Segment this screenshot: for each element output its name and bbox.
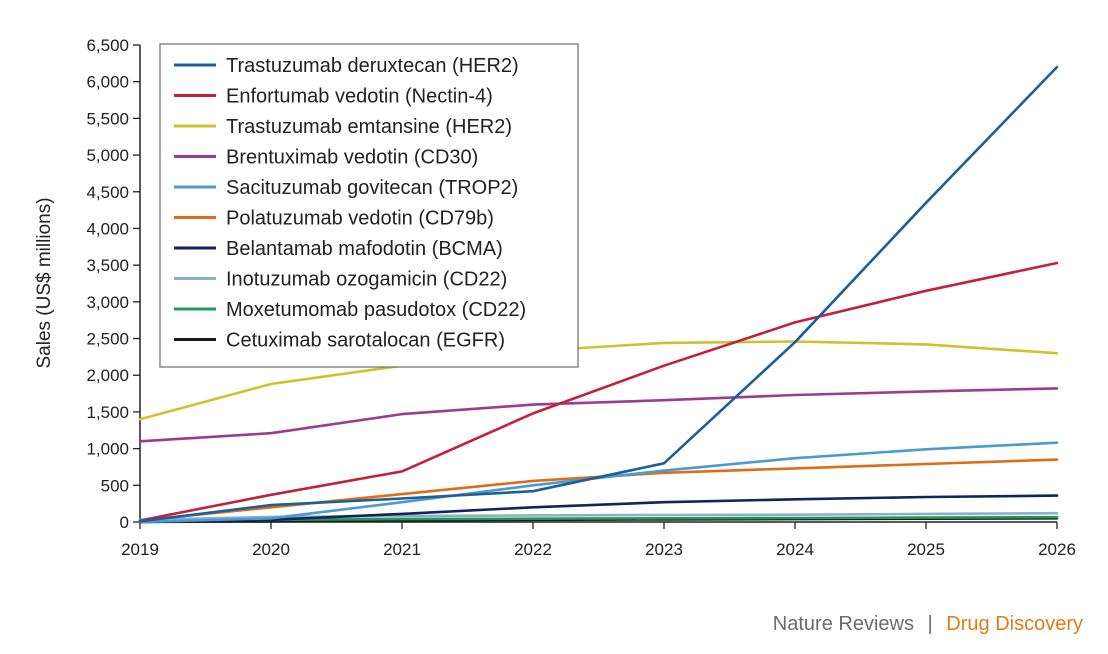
axes: 0 500 1,000 1,500 2,000 2,500 3,000 3,500 4,000 4… <box>86 36 1075 559</box>
credit-line: Nature Reviews | Drug Discovery <box>773 613 1083 635</box>
x-tick-label: 2021 <box>383 540 421 559</box>
credit-separator: | <box>928 613 933 635</box>
credit-publisher: Nature Reviews <box>773 613 914 635</box>
legend: Trastuzumab deruxtecan (HER2) Enfortumab … <box>159 43 579 368</box>
legend-label: Trastuzumab emtansine (HER2) <box>226 116 512 138</box>
y-tick-label: 3,000 <box>86 293 129 312</box>
legend-label: Belantamab mafodotin (BCMA) <box>226 238 503 260</box>
legend-label: Moxetumomab pasudotox (CD22) <box>226 299 526 321</box>
y-tick-label: 4,000 <box>86 219 129 238</box>
legend-label: Inotuzumab ozogamicin (CD22) <box>226 269 507 291</box>
legend-box <box>159 43 579 368</box>
series-line-enfortumab-vedotin-nectin-4 <box>138 261 1059 522</box>
credit-journal: Drug Discovery <box>946 613 1083 635</box>
x-tick-label: 2025 <box>907 540 945 559</box>
series-line-trastuzumab-emtansine-her2 <box>138 340 1059 421</box>
series-line-brentuximab-vedotin-cd30 <box>138 387 1059 443</box>
series-line-trastuzumab-deruxtecan-her2 <box>138 65 1059 523</box>
y-tick-label: 5,500 <box>86 109 129 128</box>
legend-label: Polatuzumab vedotin (CD79b) <box>226 208 494 230</box>
series-layer <box>138 65 1059 524</box>
legend-label: Trastuzumab deruxtecan (HER2) <box>226 55 519 77</box>
legend-label: Brentuximab vedotin (CD30) <box>226 147 478 169</box>
y-tick-label: 6,500 <box>86 36 129 55</box>
series-line-polatuzumab-vedotin-cd79b <box>138 458 1059 522</box>
series-line-belantamab-mafodotin-bcma <box>138 494 1059 524</box>
y-axis-title: Sales (US$ millions) <box>34 197 55 368</box>
series-line-sacituzumab-govitecan-trop2 <box>138 441 1059 524</box>
y-tick-label: 3,500 <box>86 256 129 275</box>
x-tick-label: 2022 <box>514 540 552 559</box>
x-tick-label: 2023 <box>645 540 683 559</box>
y-tick-label: 1,500 <box>86 403 129 422</box>
y-tick-label: 2,000 <box>86 366 129 385</box>
x-tick-label: 2026 <box>1038 540 1076 559</box>
y-tick-label: 2,500 <box>86 330 129 349</box>
y-tick-label: 1,000 <box>86 440 129 459</box>
x-tick-label: 2019 <box>121 540 159 559</box>
y-tick-label: 4,500 <box>86 183 129 202</box>
y-tick-label: 5,000 <box>86 146 129 165</box>
y-tick-label: 6,000 <box>86 73 129 92</box>
y-tick-label: 500 <box>101 476 129 495</box>
x-tick-label: 2020 <box>252 540 290 559</box>
legend-label: Sacituzumab govitecan (TROP2) <box>226 177 518 199</box>
y-tick-label: 0 <box>120 513 129 532</box>
x-tick-label: 2024 <box>776 540 814 559</box>
legend-label: Enfortumab vedotin (Nectin-4) <box>226 86 493 108</box>
legend-label: Cetuximab sarotalocan (EGFR) <box>226 330 505 352</box>
